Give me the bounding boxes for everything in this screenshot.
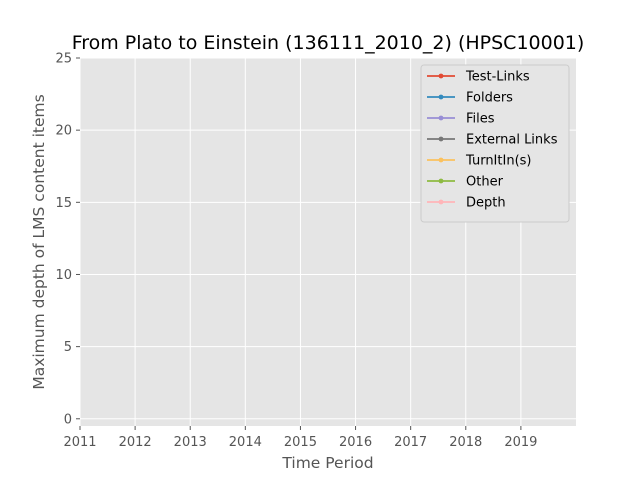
y-axis-title: Maximum depth of LMS content items xyxy=(30,94,48,389)
legend-label: TurnItIn(s) xyxy=(465,154,531,169)
legend-box xyxy=(420,64,570,223)
legend-marker xyxy=(438,94,444,100)
legend-marker xyxy=(438,199,444,205)
x-axis-title: Time Period xyxy=(281,454,373,472)
x-tick-label: 2016 xyxy=(339,435,372,450)
x-tick-label: 2011 xyxy=(63,435,96,450)
x-tick-label: 2018 xyxy=(449,435,482,450)
legend-marker xyxy=(438,73,444,79)
y-tick-label: 0 xyxy=(64,412,72,427)
y-tick-label: 15 xyxy=(55,196,72,211)
y-tick-label: 20 xyxy=(55,124,72,139)
legend-label: Files xyxy=(466,112,495,127)
legend-marker xyxy=(438,157,444,163)
x-tick-label: 2015 xyxy=(284,435,317,450)
legend-marker xyxy=(438,115,444,121)
legend-marker xyxy=(438,178,444,184)
x-tick-label: 2019 xyxy=(504,435,537,450)
x-tick-label: 2012 xyxy=(119,435,152,450)
y-tick-label: 10 xyxy=(55,268,72,283)
legend-label: External Links xyxy=(466,133,558,148)
x-axis: 2011 2012 2013 2014 2015 2016 2017 2018 2019 xyxy=(63,426,537,450)
y-tick-label: 5 xyxy=(64,340,72,355)
y-tick-label: 25 xyxy=(55,52,72,67)
x-tick-label: 2013 xyxy=(174,435,207,450)
legend-label: Test-Links xyxy=(465,70,530,85)
legend-label: Other xyxy=(466,175,504,190)
x-tick-label: 2017 xyxy=(394,435,427,450)
legend: Test-Links Folders Files External Links Turn… xyxy=(420,64,570,223)
chart-title: From Plato to Einstein (136111_2010_2) (… xyxy=(72,32,585,54)
x-tick-label: 2014 xyxy=(229,435,262,450)
legend-marker xyxy=(438,136,444,142)
legend-label: Folders xyxy=(466,91,513,106)
y-axis: 0 5 10 15 20 25 xyxy=(55,52,80,427)
legend-label: Depth xyxy=(466,196,506,211)
